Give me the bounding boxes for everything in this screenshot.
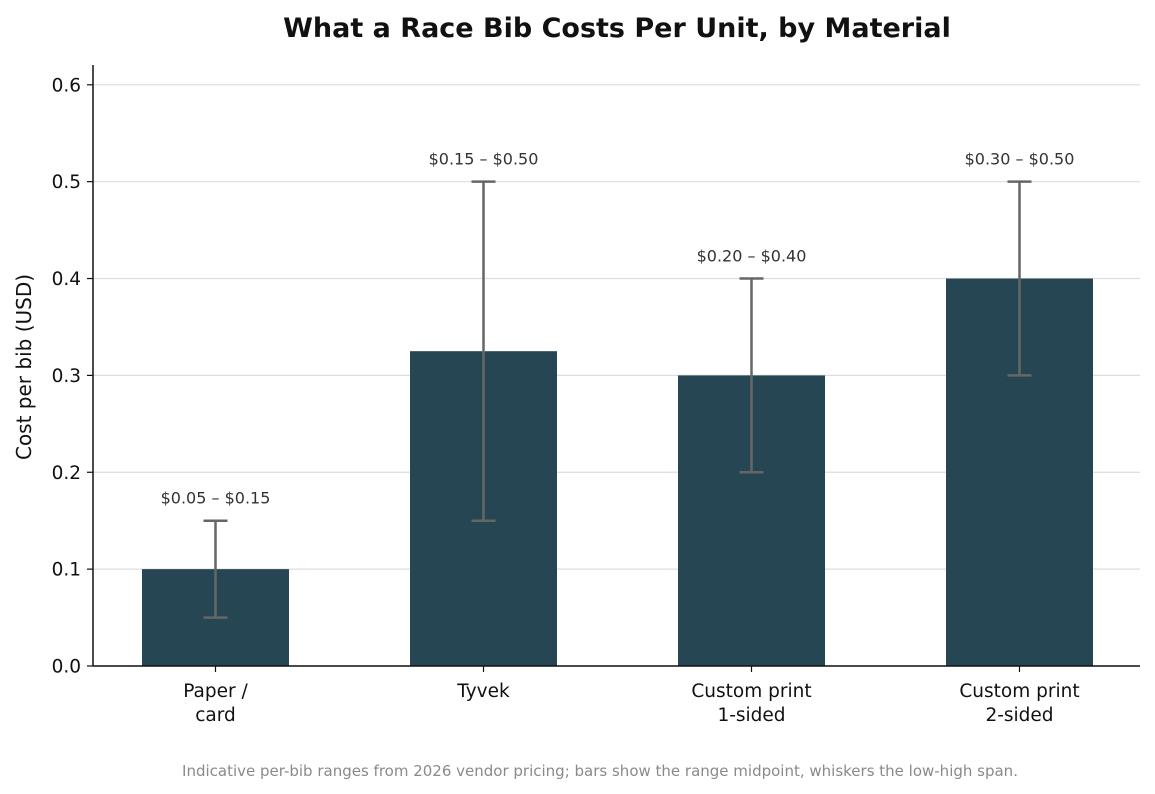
range-labels: $0.05 – $0.15 $0.15 – $0.50 $0.20 – $0.40 $… — [161, 150, 1075, 508]
range-label: $0.30 – $0.50 — [965, 150, 1075, 169]
y-ticks: 0.0 0.1 0.2 0.3 0.4 0.5 0.6 — [52, 75, 93, 678]
y-tick-label: 0.1 — [52, 560, 81, 581]
whiskers — [203, 180, 1032, 619]
y-axis-label: Cost per bib (USD) — [12, 274, 36, 460]
range-label: $0.15 – $0.50 — [429, 150, 539, 169]
range-label: $0.20 – $0.40 — [697, 247, 807, 266]
y-tick-label: 0.5 — [52, 172, 81, 193]
x-tick-label: Tyvek — [456, 681, 510, 702]
x-tick-label: Custom print 1-sided — [691, 681, 811, 726]
y-tick-label: 0.3 — [52, 366, 81, 387]
x-tick-label: Custom print 2-sided — [959, 681, 1079, 726]
x-tick-label: Paper / card — [183, 681, 248, 726]
chart-caption: Indicative per-bib ranges from 2026 vend… — [182, 762, 1018, 780]
x-ticks: Paper / card Tyvek Custom print 1-sided Custo… — [183, 666, 1080, 726]
range-label: $0.05 – $0.15 — [161, 489, 271, 508]
y-tick-label: 0.6 — [52, 75, 81, 96]
y-tick-label: 0.4 — [52, 269, 81, 290]
y-tick-label: 0.0 — [52, 657, 81, 678]
chart-title: What a Race Bib Costs Per Unit, by Mater… — [283, 13, 951, 44]
y-tick-label: 0.2 — [52, 463, 81, 484]
